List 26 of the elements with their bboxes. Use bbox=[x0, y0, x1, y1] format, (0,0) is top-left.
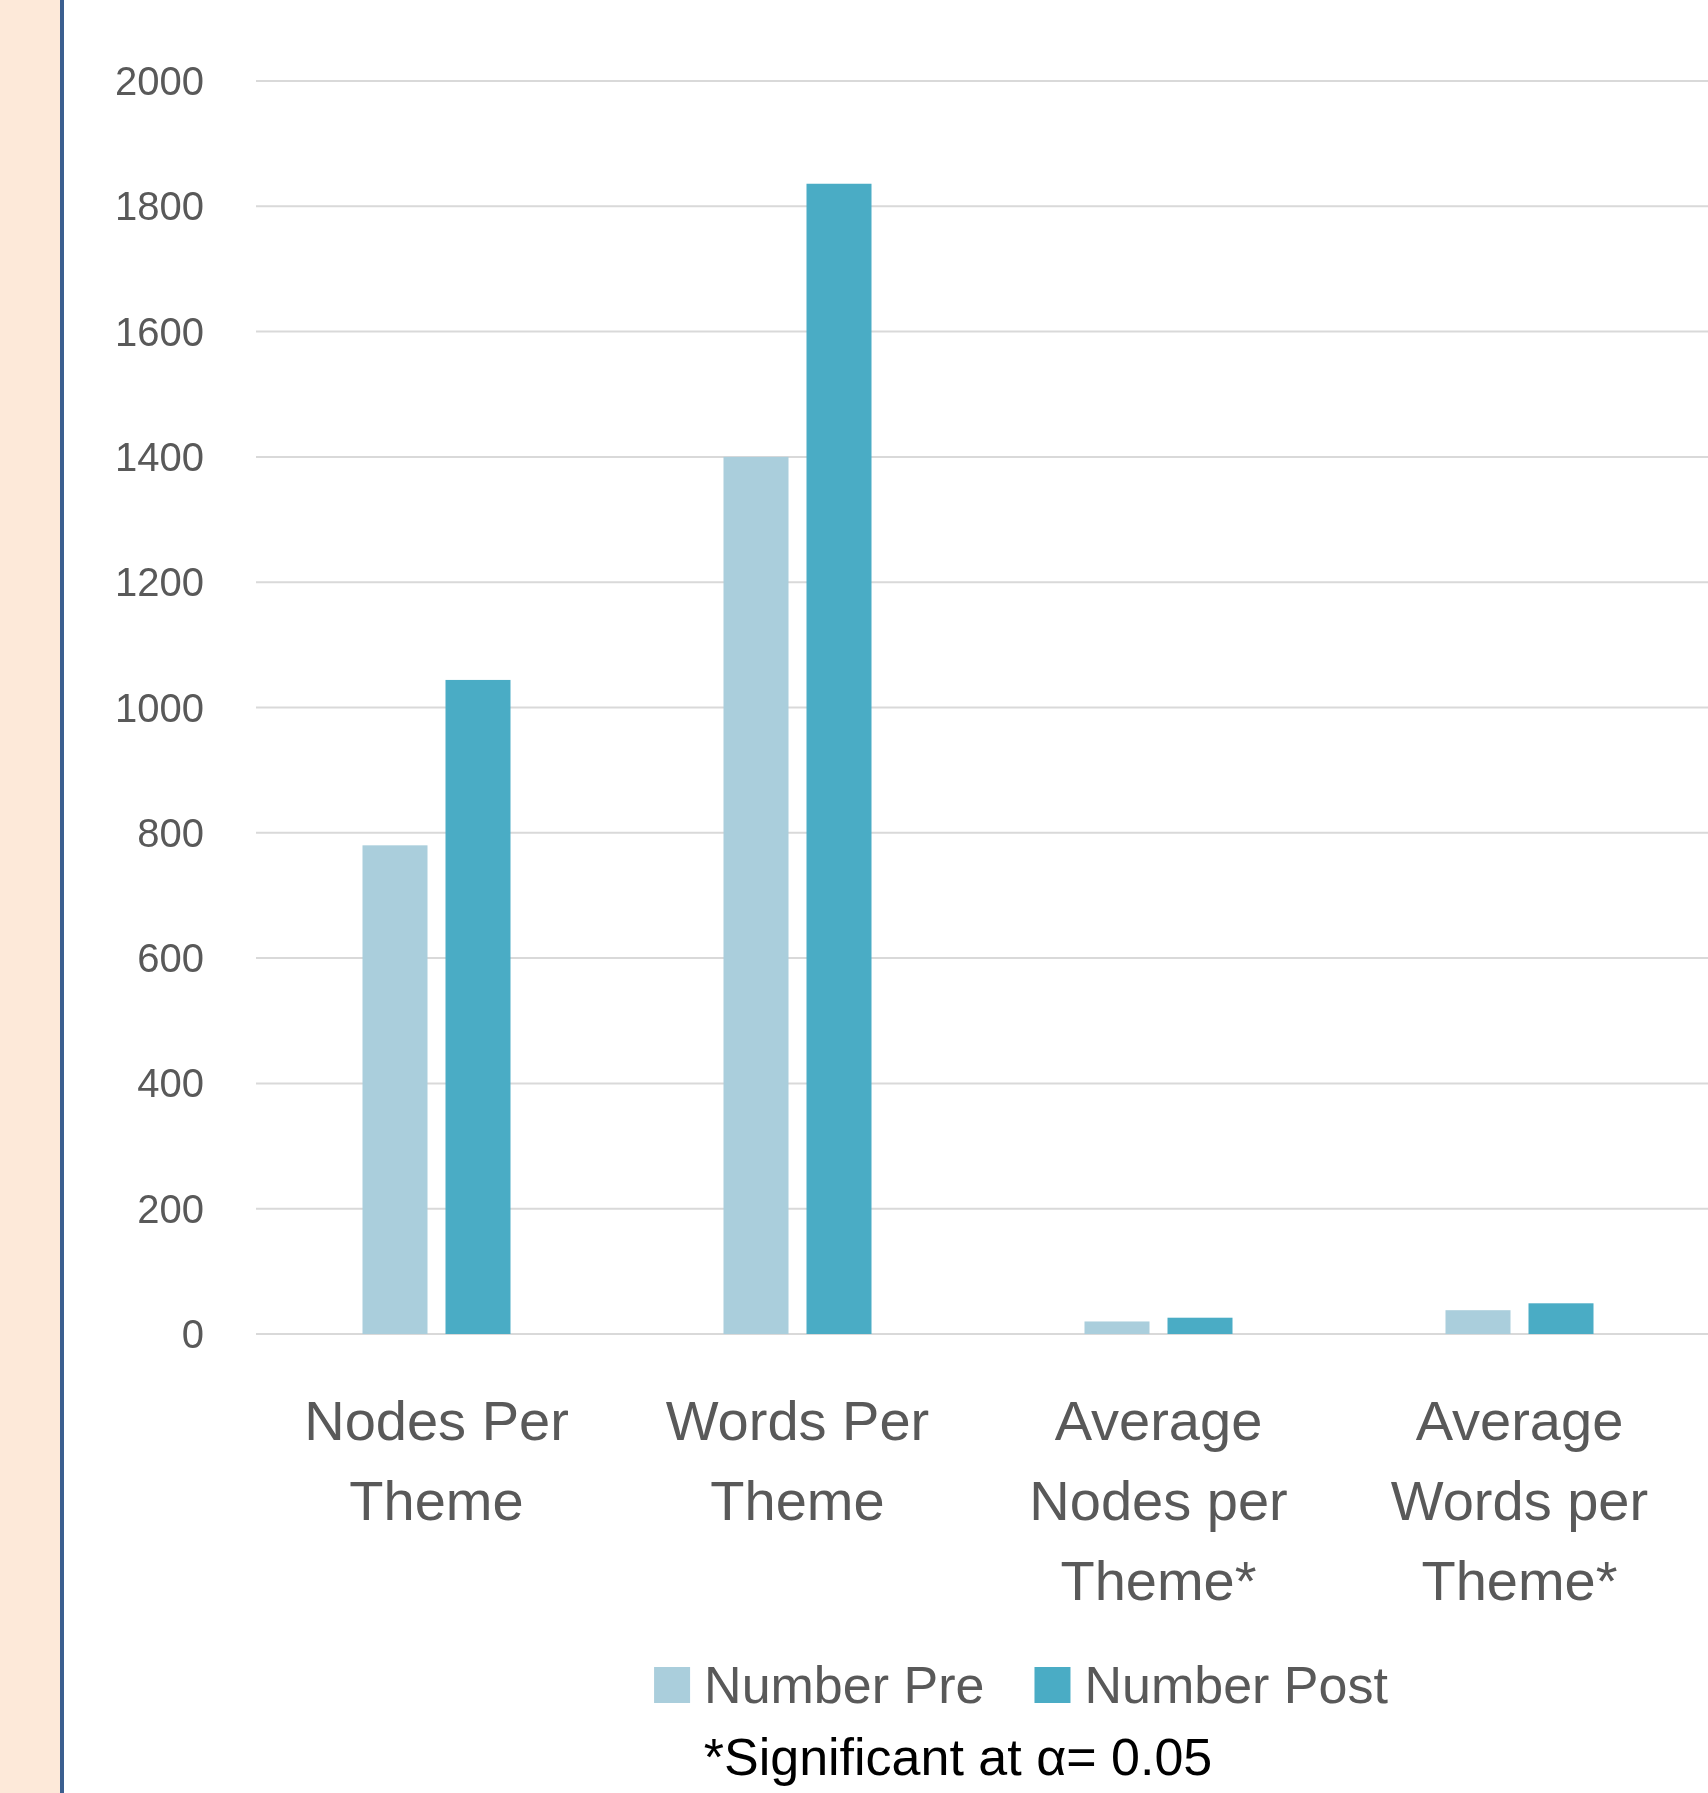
bar bbox=[362, 845, 428, 1334]
bar bbox=[806, 183, 872, 1334]
y-tick-label: 1800 bbox=[115, 184, 204, 229]
y-tick-label: 1000 bbox=[115, 685, 204, 730]
x-tick-label: Words Per Theme bbox=[665, 1389, 930, 1532]
y-tick-label: 800 bbox=[137, 810, 204, 855]
y-tick-label: 400 bbox=[137, 1061, 204, 1106]
bar bbox=[445, 679, 511, 1334]
bar bbox=[723, 456, 789, 1334]
x-tick-label: Nodes Per Theme bbox=[304, 1389, 569, 1532]
x-tick-label: Average Words per Theme* bbox=[1390, 1389, 1649, 1612]
bar bbox=[1084, 1321, 1150, 1334]
y-tick-label: 1400 bbox=[115, 434, 204, 479]
bar bbox=[1167, 1317, 1233, 1334]
legend-label: Number Pre bbox=[704, 1656, 985, 1715]
y-tick-label: 0 bbox=[181, 1312, 204, 1356]
x-tick-label: Average Nodes per Theme* bbox=[1029, 1389, 1288, 1612]
bar bbox=[1445, 1310, 1511, 1334]
text: *Significant at α= 0.05 bbox=[703, 1728, 1213, 1787]
y-tick-label: 1600 bbox=[115, 309, 204, 354]
y-tick-label: 600 bbox=[137, 936, 204, 981]
bar bbox=[1528, 1303, 1594, 1334]
y-tick-label: 2000 bbox=[115, 59, 204, 103]
y-tick-label: 200 bbox=[137, 1186, 204, 1231]
y-tick-label: 1200 bbox=[115, 560, 204, 605]
legend-label: Number Post bbox=[1084, 1656, 1389, 1715]
